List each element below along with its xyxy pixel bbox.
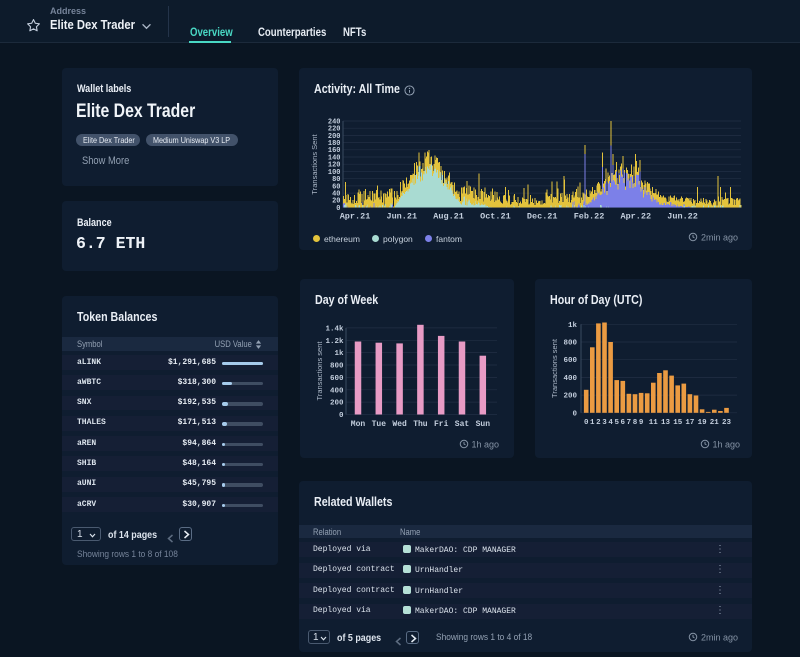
svg-text:Sat: Sat [455, 420, 470, 429]
svg-text:Mon: Mon [351, 420, 366, 429]
svg-text:Dec.21: Dec.21 [527, 212, 558, 222]
svg-text:60: 60 [332, 183, 340, 191]
svg-text:19: 19 [698, 419, 708, 427]
svg-text:1k: 1k [568, 322, 578, 330]
svg-text:1.4k: 1.4k [325, 325, 344, 333]
svg-text:120: 120 [328, 162, 341, 170]
svg-text:40: 40 [332, 191, 340, 199]
svg-text:Transactions sent: Transactions sent [550, 338, 559, 398]
svg-text:200: 200 [563, 393, 577, 401]
svg-text:15: 15 [673, 419, 683, 427]
svg-text:Transactions sent: Transactions sent [315, 341, 324, 401]
svg-text:3: 3 [602, 419, 607, 427]
svg-text:0: 0 [336, 205, 340, 213]
svg-text:11: 11 [649, 419, 659, 427]
svg-text:6: 6 [621, 419, 626, 427]
svg-text:800: 800 [330, 363, 344, 371]
svg-text:1k: 1k [334, 350, 344, 358]
svg-text:Feb.22: Feb.22 [574, 212, 605, 222]
svg-text:21: 21 [710, 419, 720, 427]
svg-text:0: 0 [584, 419, 589, 427]
svg-text:Transactions Sent: Transactions Sent [310, 134, 319, 195]
svg-text:23: 23 [722, 419, 732, 427]
svg-text:Jun.22: Jun.22 [667, 212, 698, 222]
svg-text:Sun: Sun [476, 420, 491, 429]
svg-text:2: 2 [596, 419, 601, 427]
svg-text:Apr.22: Apr.22 [620, 212, 651, 222]
svg-text:800: 800 [563, 340, 577, 348]
svg-text:Oct.21: Oct.21 [480, 212, 511, 222]
svg-text:180: 180 [328, 140, 341, 148]
svg-text:20: 20 [332, 198, 340, 206]
svg-text:Aug.21: Aug.21 [433, 212, 464, 222]
svg-text:200: 200 [328, 133, 341, 141]
svg-text:140: 140 [328, 154, 341, 162]
svg-text:1.2k: 1.2k [325, 338, 344, 346]
svg-text:0: 0 [572, 410, 577, 418]
svg-text:17: 17 [685, 419, 694, 427]
svg-text:600: 600 [563, 357, 577, 365]
svg-text:4: 4 [608, 419, 613, 427]
svg-text:600: 600 [330, 375, 344, 383]
svg-text:400: 400 [563, 375, 577, 383]
svg-text:100: 100 [328, 169, 341, 177]
svg-text:200: 200 [330, 400, 344, 408]
svg-text:0: 0 [339, 412, 344, 420]
svg-text:160: 160 [328, 147, 341, 155]
svg-text:80: 80 [332, 176, 340, 184]
svg-text:1: 1 [590, 419, 595, 427]
svg-text:Tue: Tue [372, 420, 387, 429]
svg-text:400: 400 [330, 387, 344, 395]
svg-text:Fri: Fri [434, 420, 449, 429]
svg-text:5: 5 [614, 419, 619, 427]
svg-text:240: 240 [328, 118, 341, 126]
svg-text:220: 220 [328, 126, 341, 134]
svg-text:9: 9 [639, 419, 644, 427]
svg-text:Wed: Wed [392, 420, 407, 429]
svg-text:Apr.21: Apr.21 [340, 212, 371, 222]
svg-text:Thu: Thu [413, 420, 428, 429]
svg-text:Jun.21: Jun.21 [386, 212, 417, 222]
svg-text:13: 13 [661, 419, 671, 427]
svg-text:7: 7 [627, 419, 632, 427]
svg-text:8: 8 [633, 419, 638, 427]
